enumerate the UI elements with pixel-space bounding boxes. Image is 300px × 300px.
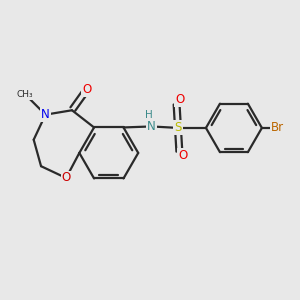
Text: O: O (82, 83, 91, 96)
Text: N: N (41, 108, 50, 121)
Text: O: O (178, 149, 188, 162)
Text: H: H (145, 110, 153, 120)
Text: Br: Br (271, 122, 284, 134)
Text: S: S (174, 122, 182, 134)
Text: O: O (61, 172, 71, 184)
Text: N: N (147, 120, 156, 133)
Text: CH₃: CH₃ (16, 90, 33, 99)
Text: O: O (176, 93, 185, 106)
